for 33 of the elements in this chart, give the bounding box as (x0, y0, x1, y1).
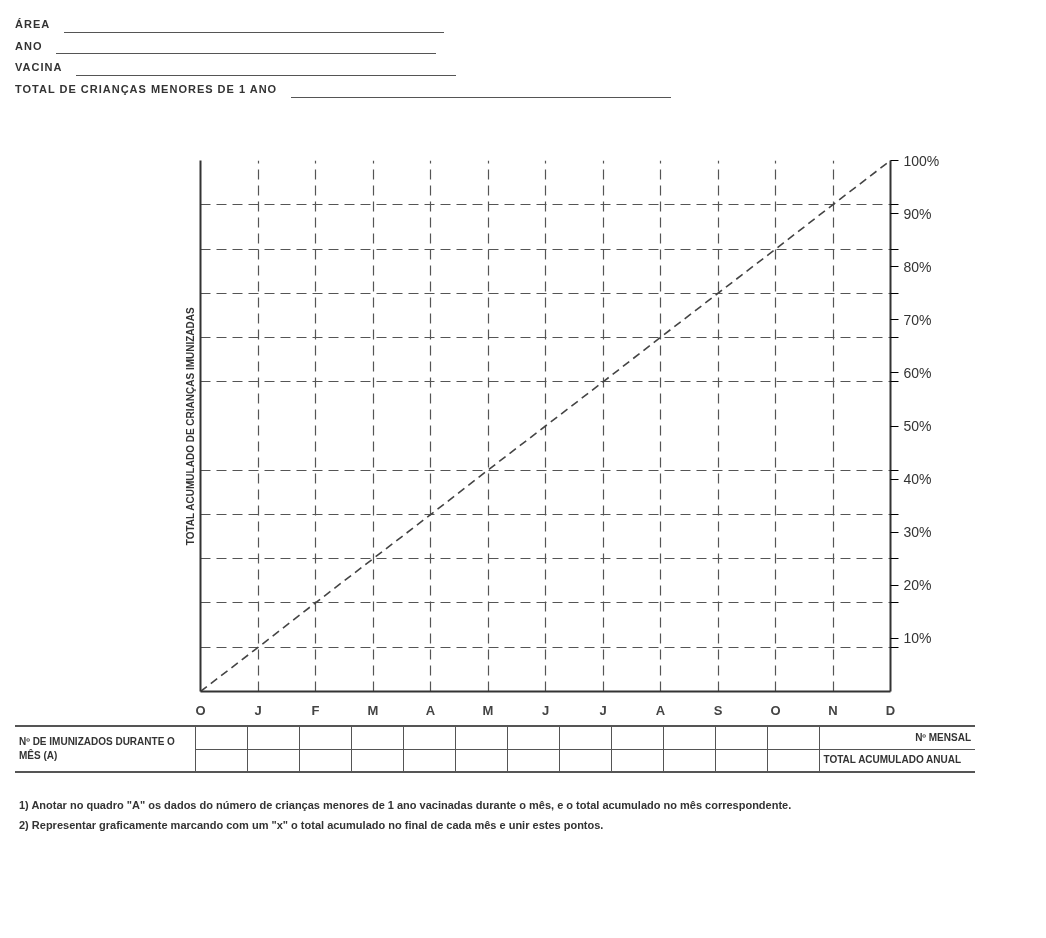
text: ANO (15, 38, 43, 54)
y-tick-label: 90% (903, 205, 932, 222)
x-tick-label: A (655, 702, 666, 718)
y-axis-title: TOTAL ACUMULADO DE CRIANÇAS IMUNIZADAS (184, 306, 196, 546)
x-tick-label: N (828, 702, 838, 718)
y-tick-label: 40% (903, 471, 932, 488)
y-tick-label: 100% (903, 152, 940, 169)
y-tick-label: 30% (903, 524, 932, 541)
y-tick-label: 70% (903, 311, 932, 328)
x-tick-label: M (367, 702, 379, 718)
y-tick-label: 80% (903, 258, 932, 275)
x-tick-label: J (541, 702, 550, 718)
x-tick-label: J (254, 702, 262, 718)
x-tick-label: F (311, 702, 320, 718)
y-tick-label: 20% (903, 577, 932, 594)
text: ÁREA (15, 17, 51, 32)
y-tick-label: 60% (903, 364, 932, 381)
y-tick-label: 10% (903, 630, 932, 647)
x-tick-label: J (599, 702, 607, 718)
x-tick-label: M (482, 702, 494, 718)
text: TOTAL DE CRIANÇAS MENORES DE 1 ANO (15, 82, 278, 98)
text: 1) Anotar no quadro "A" os dados do número de crianças menores de 1 ano vacinadas durante o mês, e o total acumulado no mês correspondente. (19, 798, 793, 813)
text: TOTAL ACUMULADO ANUAL (819, 749, 975, 771)
text: Nº MENSAL (819, 727, 975, 749)
text: 2) Representar graficamente marcando com um "x" o total acumulado no final de cada mês e unir estes pontos. (19, 817, 605, 833)
x-tick-label: A (425, 702, 436, 718)
x-tick-label: D (885, 702, 896, 718)
x-tick-label: O (195, 702, 206, 718)
text: VACINA (15, 60, 63, 76)
y-tick-label: 50% (903, 418, 932, 434)
x-tick-label: O (770, 702, 781, 718)
text: Nº DE IMUNIZADOS DURANTE O MÊS (A) (15, 727, 195, 771)
x-tick-label: S (713, 702, 723, 718)
